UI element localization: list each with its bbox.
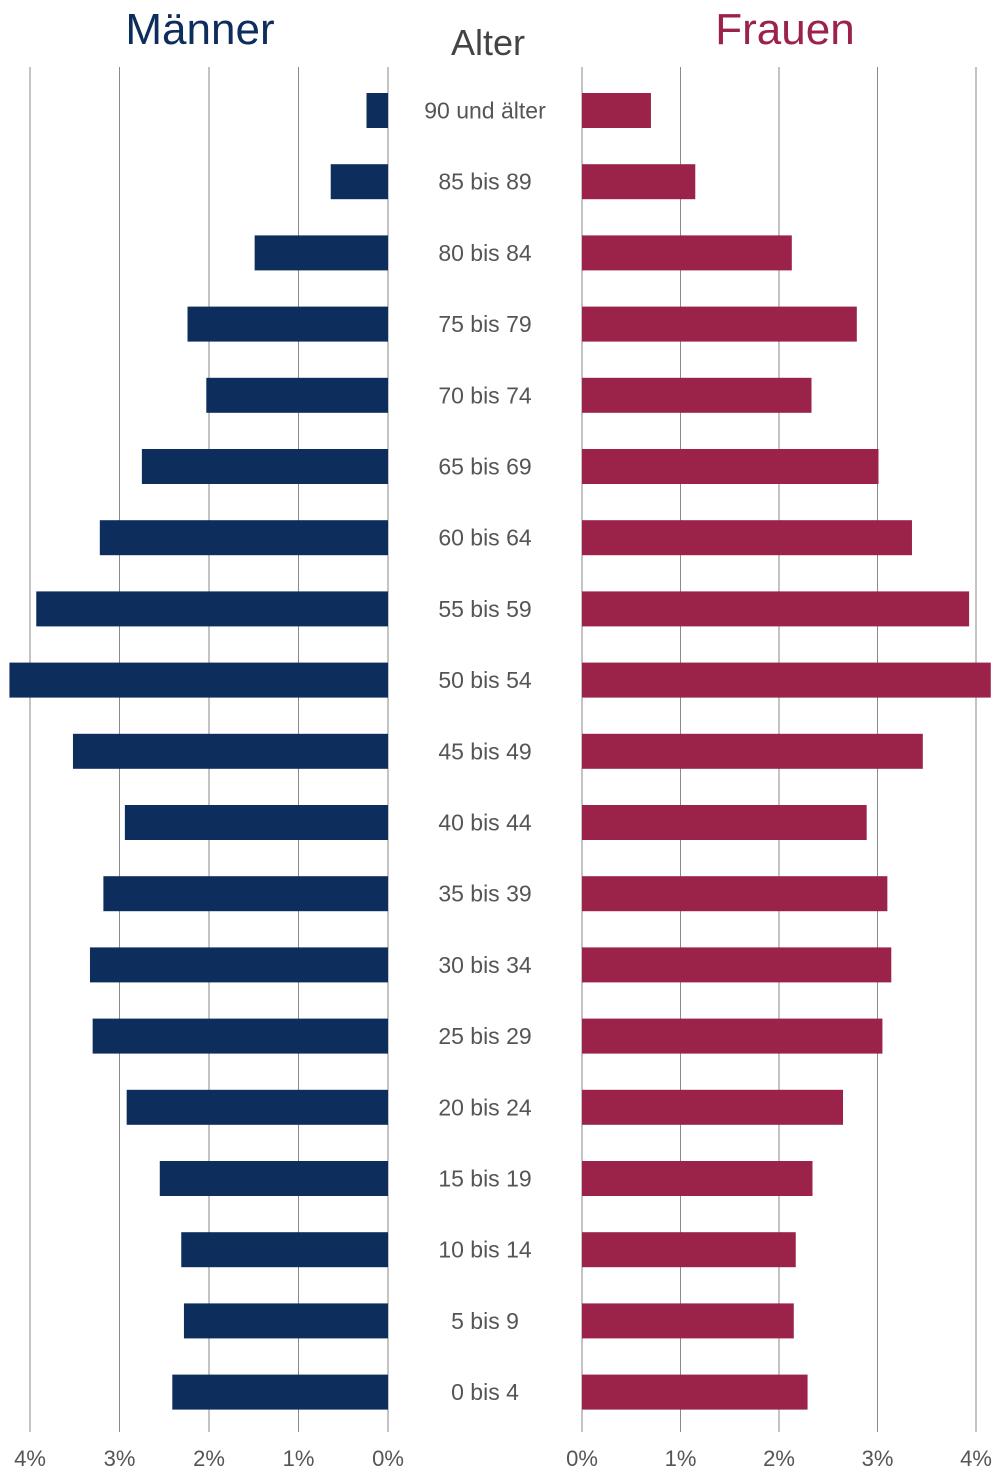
frauen-bar xyxy=(582,662,991,698)
maenner-bar xyxy=(366,93,388,128)
age-category-label: 5 bis 9 xyxy=(451,1308,519,1334)
left-tick-label: 2% xyxy=(193,1446,225,1471)
maenner-bars xyxy=(9,93,389,1410)
maenner-bar xyxy=(172,1374,388,1410)
right-tick-label: 2% xyxy=(763,1446,795,1471)
right-tick-label: 3% xyxy=(862,1446,894,1471)
maenner-bar xyxy=(92,1018,389,1054)
age-category-label: 90 und älter xyxy=(424,98,546,124)
age-category-label: 60 bis 64 xyxy=(438,525,532,551)
maenner-title: Männer xyxy=(125,5,274,54)
age-category-label: 20 bis 24 xyxy=(438,1094,532,1120)
maenner-bar xyxy=(330,164,388,200)
frauen-bar xyxy=(582,1089,844,1125)
maenner-bar xyxy=(124,805,389,840)
right-tick-label: 4% xyxy=(960,1446,992,1471)
alter-title: Alter xyxy=(451,22,525,63)
maenner-bar xyxy=(103,876,388,912)
age-category-label: 65 bis 69 xyxy=(438,454,531,480)
frauen-bar xyxy=(582,1232,796,1268)
frauen-bar xyxy=(582,235,792,271)
age-category-label: 10 bis 14 xyxy=(438,1237,532,1263)
frauen-bar xyxy=(582,1303,794,1339)
frauen-bar xyxy=(582,449,879,484)
maenner-bar xyxy=(126,1089,388,1125)
age-category-label: 15 bis 19 xyxy=(438,1166,531,1192)
frauen-title: Frauen xyxy=(715,5,854,54)
age-category-label: 45 bis 49 xyxy=(438,738,531,764)
maenner-bar xyxy=(206,377,388,413)
age-category-label: 35 bis 39 xyxy=(438,881,531,907)
frauen-bar xyxy=(582,805,867,840)
right-tick-label: 0% xyxy=(566,1446,598,1471)
age-category-label: 55 bis 59 xyxy=(438,596,531,622)
maenner-bar xyxy=(72,733,389,769)
frauen-bar xyxy=(582,876,888,912)
maenner-bar xyxy=(159,1161,388,1196)
right-axis-tick-labels: 0% 1% 2% 3% 4% xyxy=(566,1446,992,1471)
frauen-bar xyxy=(582,1018,883,1054)
frauen-bar xyxy=(582,93,651,128)
age-category-label: 50 bis 54 xyxy=(438,667,532,693)
age-category-label: 80 bis 84 xyxy=(438,240,532,266)
age-category-label: 85 bis 89 xyxy=(438,169,531,195)
maenner-bar xyxy=(89,947,388,983)
maenner-bar xyxy=(187,306,388,342)
left-tick-label: 0% xyxy=(372,1446,404,1471)
age-category-labels: 90 und älter 85 bis 89 80 bis 84 75 bis 79 7… xyxy=(424,98,546,1406)
left-tick-label: 1% xyxy=(283,1446,315,1471)
maenner-bar xyxy=(99,520,388,556)
age-category-label: 40 bis 44 xyxy=(438,810,532,836)
left-tick-label: 4% xyxy=(14,1446,46,1471)
frauen-bar xyxy=(582,306,857,342)
frauen-bar xyxy=(582,1374,808,1410)
frauen-bar xyxy=(582,733,923,769)
age-category-label: 30 bis 34 xyxy=(438,952,532,978)
frauen-bar xyxy=(582,947,892,983)
frauen-bars xyxy=(582,93,991,1410)
frauen-bar xyxy=(582,377,812,413)
age-category-label: 25 bis 29 xyxy=(438,1023,531,1049)
right-tick-label: 1% xyxy=(665,1446,697,1471)
left-tick-label: 3% xyxy=(104,1446,136,1471)
age-category-label: 70 bis 74 xyxy=(438,382,532,408)
maenner-bar xyxy=(36,591,388,627)
maenner-bar xyxy=(183,1303,388,1339)
frauen-bar xyxy=(582,591,970,627)
age-category-label: 75 bis 79 xyxy=(438,311,531,337)
age-category-label: 0 bis 4 xyxy=(451,1379,519,1405)
frauen-bar xyxy=(582,1161,813,1196)
maenner-bar xyxy=(9,662,388,698)
frauen-bar xyxy=(582,520,912,556)
maenner-bar xyxy=(181,1232,388,1268)
maenner-bar xyxy=(254,235,388,271)
maenner-bar xyxy=(141,449,388,484)
left-axis-tick-labels: 0% 1% 2% 3% 4% xyxy=(14,1446,404,1471)
frauen-bar xyxy=(582,164,696,200)
